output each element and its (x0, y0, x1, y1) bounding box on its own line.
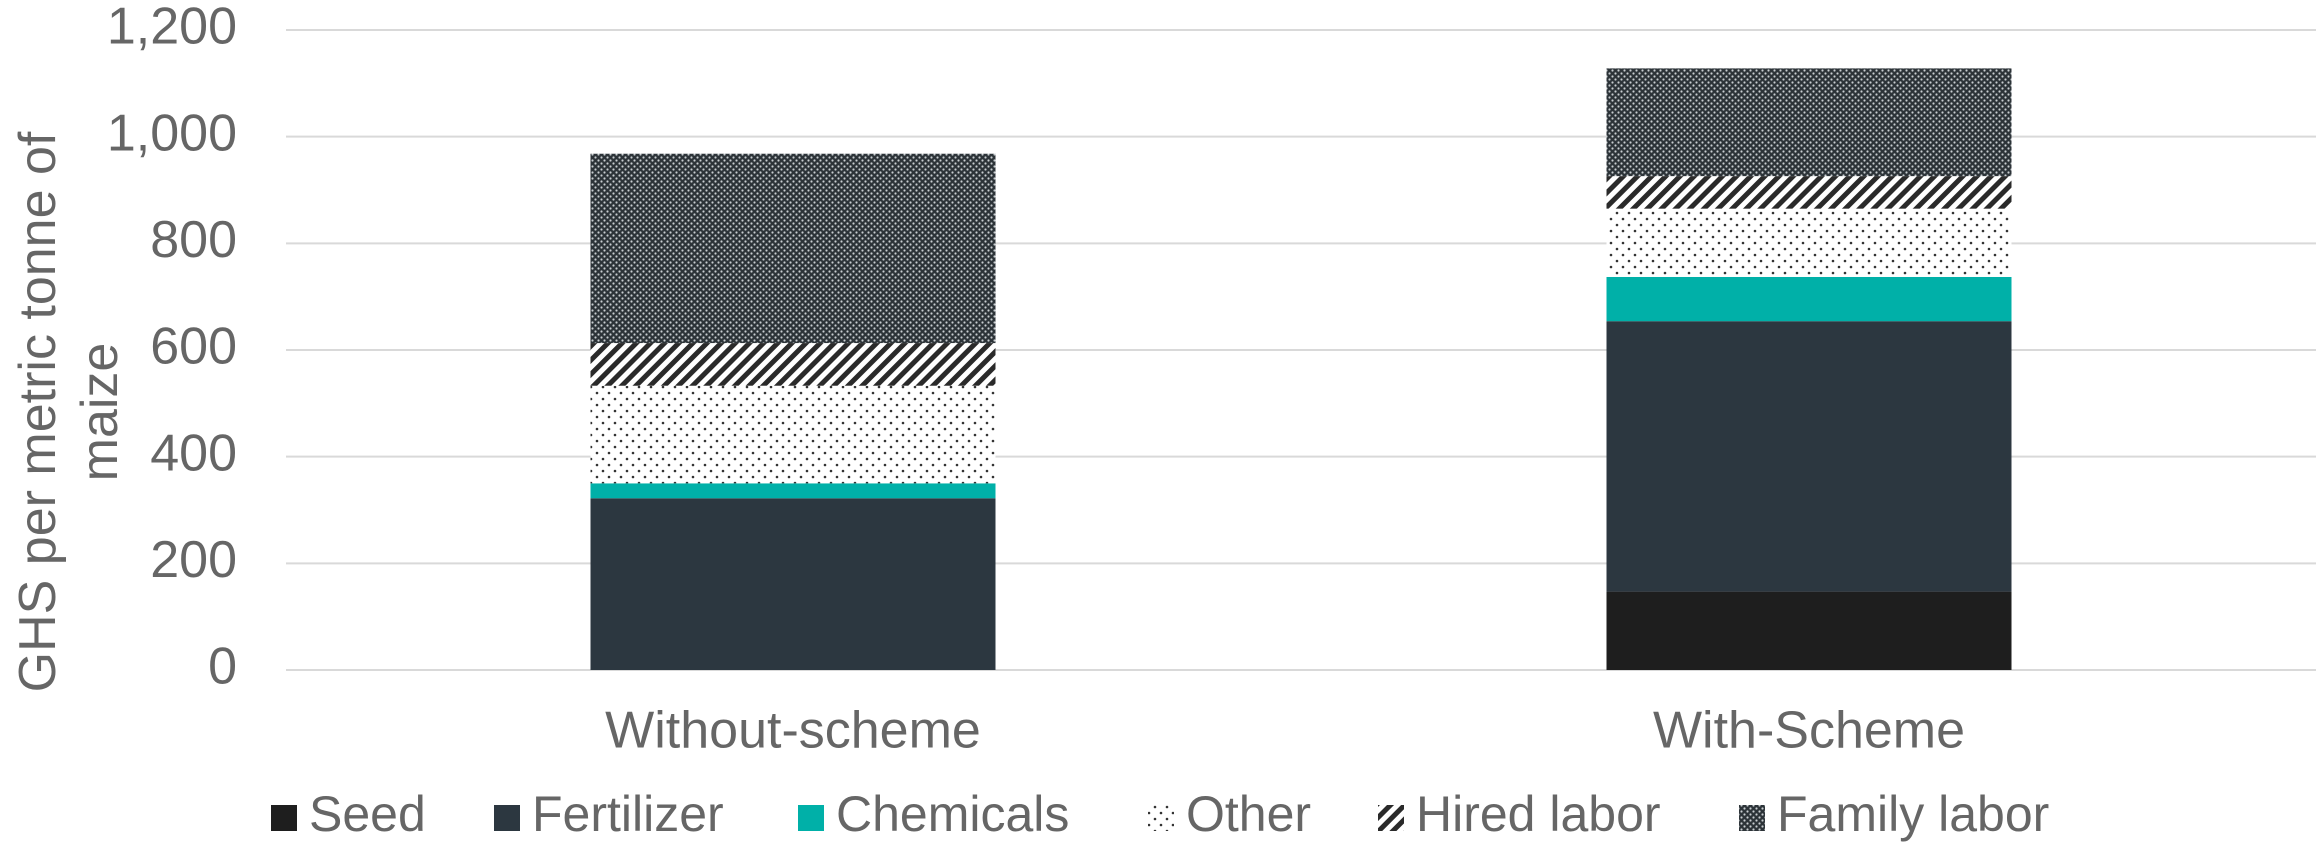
legend-swatch (1739, 805, 1765, 831)
bar-segment (1606, 208, 2012, 277)
legend-swatch (1378, 805, 1404, 831)
y-tick-label: 800 (150, 211, 237, 269)
bar-segment (590, 385, 996, 484)
x-tick-label: Without-scheme (605, 702, 981, 760)
y-axis-title: GHS per metric tonne of maize (9, 131, 129, 693)
y-tick-label: 400 (150, 424, 237, 482)
bar-segment (1606, 591, 2012, 670)
bar-segment (590, 483, 996, 499)
legend-label: Fertilizer (532, 786, 724, 842)
legend-label: Seed (309, 786, 426, 842)
legend-swatch (271, 805, 297, 831)
legend-swatch (798, 805, 824, 831)
y-tick-label: 1,000 (107, 104, 237, 162)
legend-swatch (1148, 805, 1174, 831)
bar-segment (1606, 321, 2012, 592)
bar-segment (590, 343, 996, 386)
legend-label: Hired labor (1416, 786, 1661, 842)
y-tick-label: 200 (150, 531, 237, 589)
x-tick-label: With-Scheme (1653, 702, 1965, 760)
legend-label: Chemicals (836, 786, 1069, 842)
bar-segment (1606, 176, 2012, 209)
legend-label: Family labor (1777, 786, 2049, 842)
y-tick-label: 1,200 (107, 0, 237, 56)
bar-segment (1606, 68, 2012, 177)
bar-segment (1606, 276, 2012, 322)
y-tick-label: 600 (150, 318, 237, 376)
legend-swatch (494, 805, 520, 831)
bar-segment (590, 153, 996, 344)
bar-segment (590, 498, 996, 670)
y-tick-label: 0 (208, 638, 237, 696)
legend-label: Other (1186, 786, 1311, 842)
